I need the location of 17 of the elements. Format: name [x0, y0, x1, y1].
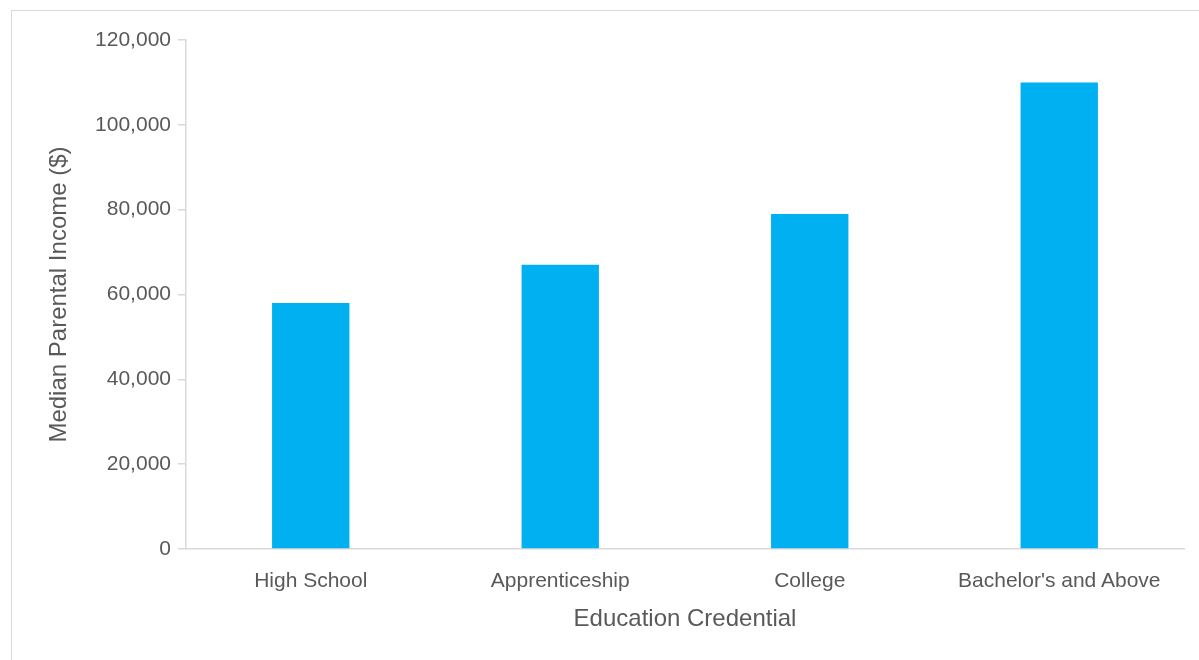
bar	[1020, 82, 1098, 549]
y-tick-label: 20,000	[106, 450, 171, 474]
bar	[771, 213, 849, 549]
y-tick-label: 80,000	[106, 196, 171, 220]
x-tick-label: Bachelor's and Above	[958, 568, 1161, 592]
x-axis-title: Education Credential	[573, 604, 797, 632]
y-tick-label: 100,000	[95, 111, 171, 135]
y-tick-label: 40,000	[106, 366, 171, 390]
y-tick-label: 120,000	[95, 26, 171, 50]
x-tick-label: College	[774, 568, 846, 592]
bar	[272, 302, 350, 549]
y-tick-label: 0	[159, 535, 171, 559]
x-tick-label: Apprenticeship	[490, 568, 630, 592]
bar	[521, 264, 599, 549]
x-tick-label: High School	[254, 568, 368, 592]
y-tick-label: 60,000	[106, 281, 171, 305]
y-axis-title: Median Parental Income ($)	[44, 146, 72, 443]
